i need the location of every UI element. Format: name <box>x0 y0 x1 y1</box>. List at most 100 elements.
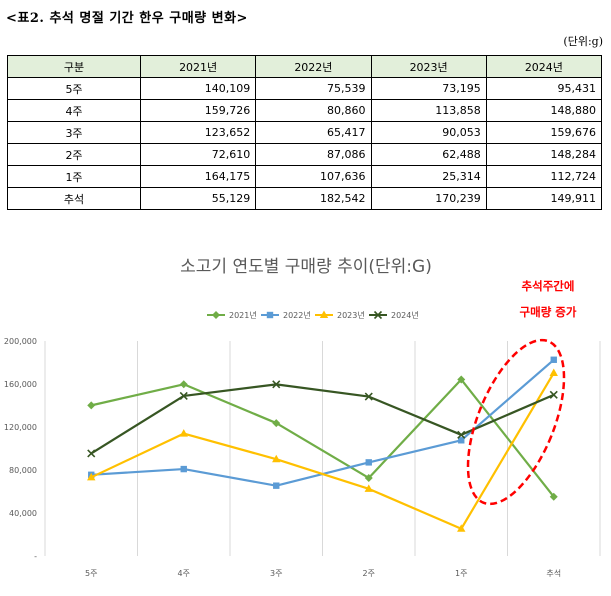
table-cell: 80,860 <box>255 99 372 122</box>
table-cell: 90,053 <box>370 121 487 144</box>
legend-label: 2022년 <box>283 310 311 320</box>
data-point <box>180 465 187 473</box>
series-line <box>90 372 555 530</box>
legend-marker <box>266 311 274 319</box>
data-point <box>87 472 96 481</box>
table-cell: 170,239 <box>370 187 487 210</box>
row-label: 추석 <box>7 187 141 210</box>
table-cell: 148,284 <box>485 143 603 166</box>
purchase-table: 구분 2021년 2022년 2023년 2024년 5주 140,109 75… <box>7 55 603 210</box>
legend-item: 2021년 <box>207 310 257 320</box>
table-cell: 73,195 <box>370 77 487 100</box>
table-cell: 65,417 <box>255 121 372 144</box>
data-point <box>549 368 558 376</box>
x-tick-label: 추석 <box>546 568 561 578</box>
table-cell: 164,175 <box>139 165 257 188</box>
data-point <box>273 482 280 489</box>
table-row: 추석 55,129 182,542 170,239 149,911 <box>7 187 603 210</box>
y-tick-label: 120,000 <box>4 423 37 432</box>
legend: 2021년 2022년 2023년 2024년 <box>207 310 419 320</box>
data-point <box>457 375 466 384</box>
annotation-text: 추석주간에 <box>522 279 575 293</box>
x-tick-label: 4주 <box>178 569 190 578</box>
legend-marker <box>373 310 383 320</box>
table-row: 1주 164,175 107,636 25,314 112,724 <box>7 165 603 188</box>
data-point <box>179 429 188 437</box>
column-header: 2023년 <box>370 55 487 78</box>
data-point <box>457 524 466 532</box>
table-cell: 159,676 <box>485 121 603 144</box>
y-tick-label: 200,000 <box>4 337 37 346</box>
table-row: 2주 72,610 87,086 62,488 148,284 <box>7 143 603 166</box>
table-cell: 148,880 <box>485 99 603 122</box>
table-cell: 75,539 <box>255 77 372 100</box>
series-2023년 <box>87 368 558 532</box>
row-label: 1주 <box>7 165 141 188</box>
data-point <box>364 484 373 492</box>
y-tick-label: 40,000 <box>9 509 37 518</box>
series-2021년 <box>87 375 558 501</box>
grid <box>44 341 601 556</box>
highlight-ellipse <box>466 338 566 506</box>
y-tick-label: 80,000 <box>9 466 37 475</box>
row-label: 3주 <box>7 121 141 144</box>
data-point <box>179 380 188 389</box>
row-label: 4주 <box>7 99 141 122</box>
series-line <box>91 378 555 498</box>
data-point <box>87 401 96 410</box>
data-point <box>179 391 188 401</box>
data-point <box>272 419 281 428</box>
chart-svg: 소고기 연도별 구매량 추이(단위:G) 2021년 2022년 2023년 2024… <box>4 257 601 578</box>
column-header: 2022년 <box>255 55 372 78</box>
series-2024년 <box>87 380 558 458</box>
y-tick-label: - <box>34 552 37 561</box>
legend-marker <box>212 311 220 319</box>
legend-item: 2022년 <box>261 310 311 320</box>
series <box>87 356 558 532</box>
table-cell: 140,109 <box>139 77 257 100</box>
x-tick-label: 3주 <box>270 569 282 578</box>
data-point <box>364 473 373 482</box>
legend-item: 2024년 <box>369 310 419 320</box>
table-cell: 55,129 <box>139 187 257 210</box>
table-header-row: 구분 2021년 2022년 2023년 2024년 <box>7 55 603 78</box>
data-point <box>87 449 96 458</box>
legend-label: 2021년 <box>229 310 257 320</box>
data-point <box>549 390 558 399</box>
column-header: 2021년 <box>139 55 257 78</box>
data-point <box>457 430 466 439</box>
table-cell: 87,086 <box>255 143 372 166</box>
x-tick-label: 2주 <box>363 569 375 578</box>
legend-marker <box>319 310 329 318</box>
line-chart: 소고기 연도별 구매량 추이(단위:G) 2021년 2022년 2023년 2024… <box>0 230 611 596</box>
row-label: 2주 <box>7 143 141 166</box>
column-header: 2024년 <box>485 55 603 78</box>
data-point <box>272 380 281 389</box>
column-header: 구분 <box>7 55 141 78</box>
table-cell: 149,911 <box>485 187 603 210</box>
table-row: 3주 123,652 65,417 90,053 159,676 <box>7 121 603 144</box>
data-point <box>364 392 373 401</box>
table-cell: 182,542 <box>255 187 372 210</box>
data-point <box>550 356 557 363</box>
table-cell: 113,858 <box>370 99 487 122</box>
legend-item: 2023년 <box>315 310 365 320</box>
table-cell: 25,314 <box>370 165 487 188</box>
legend-label: 2023년 <box>337 310 365 320</box>
table-cell: 72,610 <box>139 143 257 166</box>
table-cell: 107,636 <box>255 165 372 188</box>
table-row: 5주 140,109 75,539 73,195 95,431 <box>7 77 603 100</box>
table-title: <표2. 추석 명절 기간 한우 구매량 변화> <box>6 11 248 26</box>
series-line <box>90 383 555 455</box>
data-point <box>365 459 372 466</box>
table-cell: 123,652 <box>139 121 257 144</box>
annotation-text: 구매량 증가 <box>520 305 577 319</box>
data-point <box>549 492 558 501</box>
x-tick-label: 5주 <box>85 569 97 578</box>
chart-title: 소고기 연도별 구매량 추이(단위:G) <box>180 257 432 277</box>
x-tick-label: 1주 <box>455 569 467 578</box>
table-cell: 62,488 <box>370 143 487 166</box>
y-tick-label: 160,000 <box>4 380 37 389</box>
table-cell: 159,726 <box>139 99 257 122</box>
